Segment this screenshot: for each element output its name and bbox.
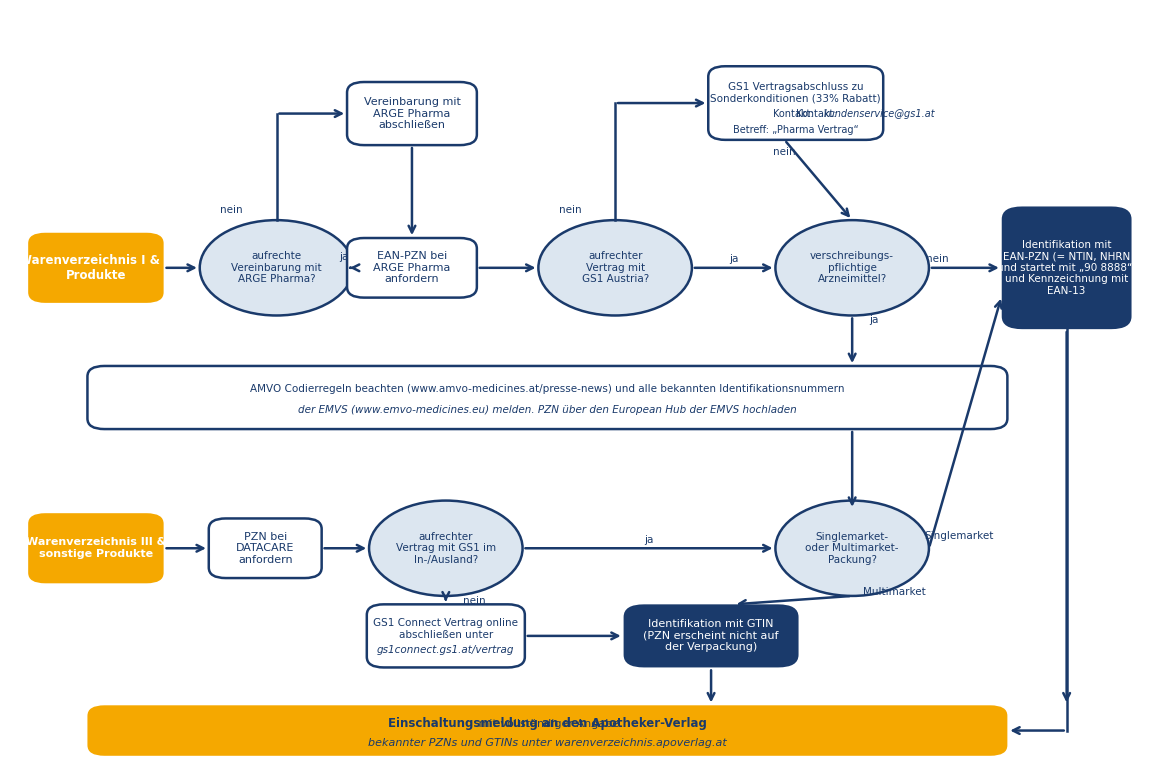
Circle shape [776, 220, 929, 316]
FancyBboxPatch shape [624, 604, 799, 667]
Text: Kontakt:: Kontakt: [774, 108, 817, 118]
Text: EAN-PZN bei
ARGE Pharma
anfordern: EAN-PZN bei ARGE Pharma anfordern [374, 252, 451, 284]
FancyBboxPatch shape [347, 238, 477, 298]
Text: nein: nein [220, 205, 242, 215]
FancyBboxPatch shape [28, 233, 164, 303]
Text: nein: nein [462, 596, 485, 606]
FancyBboxPatch shape [367, 604, 525, 667]
Text: kundenservice@gs1.at: kundenservice@gs1.at [824, 108, 935, 118]
Text: PZN bei
DATACARE
anfordern: PZN bei DATACARE anfordern [236, 532, 294, 565]
Text: Einschaltungsmeldung an den Apotheker-Verlag: Einschaltungsmeldung an den Apotheker-Ve… [387, 717, 707, 730]
Text: bekannter PZNs und GTINs unter warenverzeichnis.apoverlag.at: bekannter PZNs und GTINs unter warenverz… [368, 738, 726, 748]
FancyBboxPatch shape [1002, 207, 1131, 329]
Text: Identifikation mit GTIN
(PZN erscheint nicht auf
der Verpackung): Identifikation mit GTIN (PZN erscheint n… [643, 619, 778, 652]
Text: ja: ja [339, 252, 349, 262]
FancyBboxPatch shape [88, 705, 1008, 755]
FancyBboxPatch shape [28, 513, 164, 584]
FancyBboxPatch shape [88, 366, 1008, 429]
Text: GS1 Vertragsabschluss zu
Sonderkonditionen (33% Rabatt): GS1 Vertragsabschluss zu Sonderkondition… [710, 82, 881, 104]
Text: Multimarket: Multimarket [864, 587, 926, 597]
Text: Identifikation mit
EAN-PZN (= NTIN, NHRN
und startet mit „90 8888“)
und Kennzeic: Identifikation mit EAN-PZN (= NTIN, NHRN… [997, 240, 1137, 296]
Text: nein: nein [559, 205, 581, 215]
Text: nein: nein [774, 147, 796, 157]
Text: ja: ja [869, 315, 879, 325]
Text: AMVO Codierregeln beachten (www.amvo-medicines.at/presse-news) und alle bekannte: AMVO Codierregeln beachten (www.amvo-med… [250, 384, 845, 394]
Text: Warenverzeichnis I & II
Produkte: Warenverzeichnis I & II Produkte [20, 254, 173, 282]
FancyBboxPatch shape [209, 519, 322, 578]
Text: Vereinbarung mit
ARGE Pharma
abschließen: Vereinbarung mit ARGE Pharma abschließen [363, 97, 460, 130]
Text: verschreibungs-
pflichtige
Arzneimittel?: verschreibungs- pflichtige Arzneimittel? [811, 252, 895, 284]
Text: Warenverzeichnis III &
sonstige Produkte: Warenverzeichnis III & sonstige Produkte [25, 537, 166, 559]
Circle shape [199, 220, 353, 316]
Text: ja: ja [645, 535, 654, 545]
Text: Singlemarket-
oder Multimarket-
Packung?: Singlemarket- oder Multimarket- Packung? [806, 532, 899, 565]
Text: aufrechter
Vertrag mit GS1 im
In-/Ausland?: aufrechter Vertrag mit GS1 im In-/Auslan… [395, 532, 496, 565]
Text: ja: ja [729, 255, 738, 265]
Text: aufrechte
Vereinbarung mit
ARGE Pharma?: aufrechte Vereinbarung mit ARGE Pharma? [232, 252, 322, 284]
Text: mit vollständiger Angabe: mit vollständiger Angabe [475, 718, 619, 728]
Text: gs1connect.gs1.at/vertrag: gs1connect.gs1.at/vertrag [377, 645, 514, 655]
Text: nein: nein [926, 255, 948, 265]
Text: Betreff: „Pharma Vertrag“: Betreff: „Pharma Vertrag“ [733, 125, 859, 135]
Circle shape [369, 501, 522, 596]
FancyBboxPatch shape [708, 67, 883, 140]
Circle shape [776, 501, 929, 596]
Text: GS1 Connect Vertrag online
abschließen unter: GS1 Connect Vertrag online abschließen u… [374, 618, 519, 639]
Text: der EMVS (www.emvo-medicines.eu) melden. PZN über den European Hub der EMVS hoch: der EMVS (www.emvo-medicines.eu) melden.… [297, 405, 797, 415]
Circle shape [538, 220, 692, 316]
Text: Kontakt:: Kontakt: [796, 108, 839, 118]
FancyBboxPatch shape [347, 82, 477, 145]
Text: aufrechter
Vertrag mit
GS1 Austria?: aufrechter Vertrag mit GS1 Austria? [581, 252, 649, 284]
Text: Singlemarket: Singlemarket [925, 531, 994, 540]
